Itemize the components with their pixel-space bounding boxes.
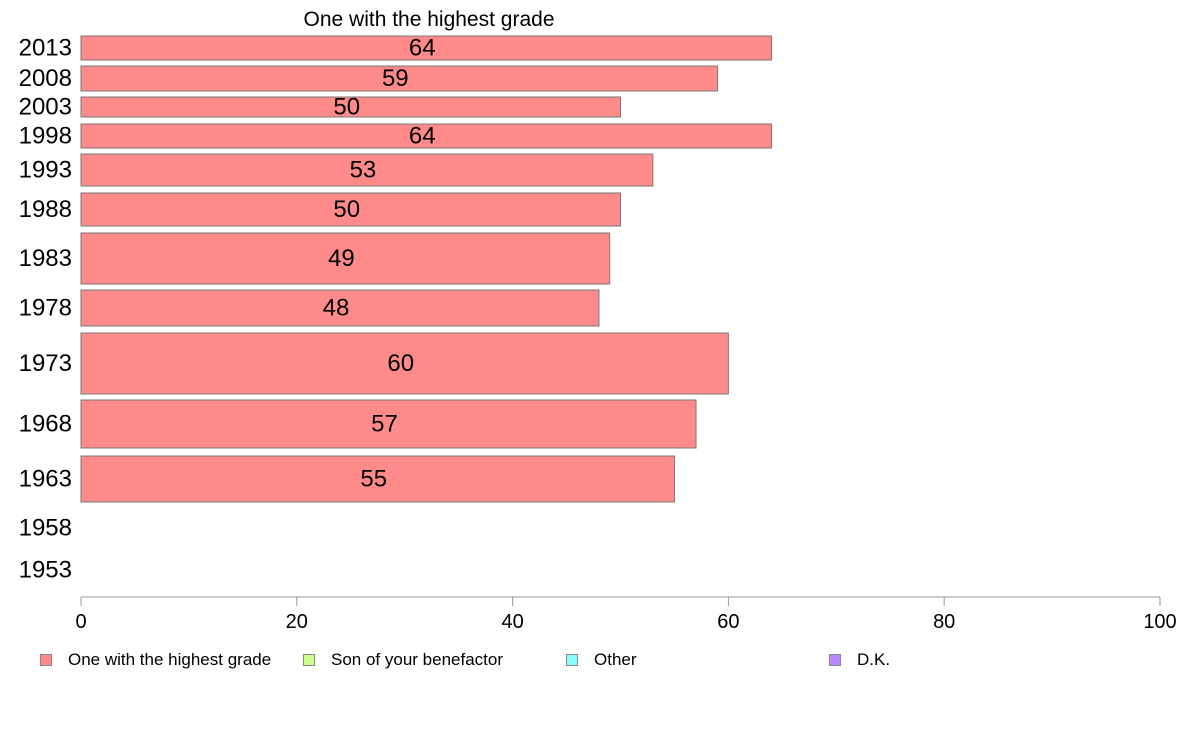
bar-data-label: 55 — [360, 466, 387, 493]
y-tick-label: 1968 — [19, 411, 72, 438]
legend-swatch — [303, 654, 315, 666]
bar — [80, 35, 773, 61]
legend-label: Son of your benefactor — [331, 650, 504, 669]
bar — [80, 123, 773, 149]
y-tick-label: 1993 — [19, 157, 72, 184]
bar-data-label: 50 — [333, 196, 360, 223]
bar-data-label: 64 — [409, 123, 436, 150]
bar — [80, 332, 729, 395]
legend-swatch — [566, 654, 578, 666]
y-tick-label: 2008 — [19, 65, 72, 92]
x-tick-label: 40 — [501, 611, 523, 633]
y-tick-label: 2003 — [19, 94, 72, 121]
x-tick-label: 0 — [75, 611, 86, 633]
x-axis: 0 20 40 60 80 100 — [75, 596, 1177, 633]
y-tick-label: 1953 — [19, 557, 72, 584]
y-tick-label: 1998 — [19, 123, 72, 150]
y-tick-label: 1973 — [19, 350, 72, 377]
legend-label: One with the highest grade — [68, 650, 272, 669]
y-tick-label: 2013 — [19, 35, 72, 62]
y-tick-label: 1983 — [19, 245, 72, 272]
bar — [80, 65, 719, 92]
y-tick-label: 1963 — [19, 466, 72, 493]
bar-data-label: 50 — [333, 94, 360, 121]
legend: One with the highest grade Son of your b… — [0, 650, 1188, 672]
x-tick-label: 60 — [717, 611, 739, 633]
x-tick-label: 100 — [1143, 611, 1176, 633]
x-tick-label: 20 — [286, 611, 308, 633]
y-tick-label: 1958 — [19, 515, 72, 542]
bar-data-label: 59 — [382, 65, 409, 92]
bar-data-label: 53 — [350, 157, 377, 184]
bar-data-label: 57 — [371, 411, 398, 438]
legend-swatch — [829, 654, 841, 666]
bar-data-label: 49 — [328, 245, 355, 272]
legend-item-son-of-benefactor: Son of your benefactor — [303, 650, 503, 670]
legend-item-other: Other — [566, 650, 637, 670]
legend-label: Other — [594, 650, 637, 669]
bar-data-label: 60 — [387, 350, 414, 377]
bar-data-label: 48 — [323, 295, 350, 322]
bar — [80, 289, 600, 327]
bar-data-label: 64 — [409, 35, 436, 62]
legend-item-dk: D.K. — [829, 650, 890, 670]
legend-swatch — [40, 654, 52, 666]
bar — [80, 455, 675, 503]
chart-title: One with the highest grade — [304, 8, 555, 31]
legend-label: D.K. — [857, 650, 891, 669]
bar — [80, 399, 697, 449]
bar — [80, 96, 621, 118]
bar — [80, 153, 654, 187]
legend-item-highest-grade: One with the highest grade — [40, 650, 271, 670]
x-tick-label: 80 — [933, 611, 955, 633]
y-tick-label: 1988 — [19, 196, 72, 223]
bar — [80, 232, 611, 285]
bar — [80, 192, 621, 227]
y-tick-label: 1978 — [19, 295, 72, 322]
